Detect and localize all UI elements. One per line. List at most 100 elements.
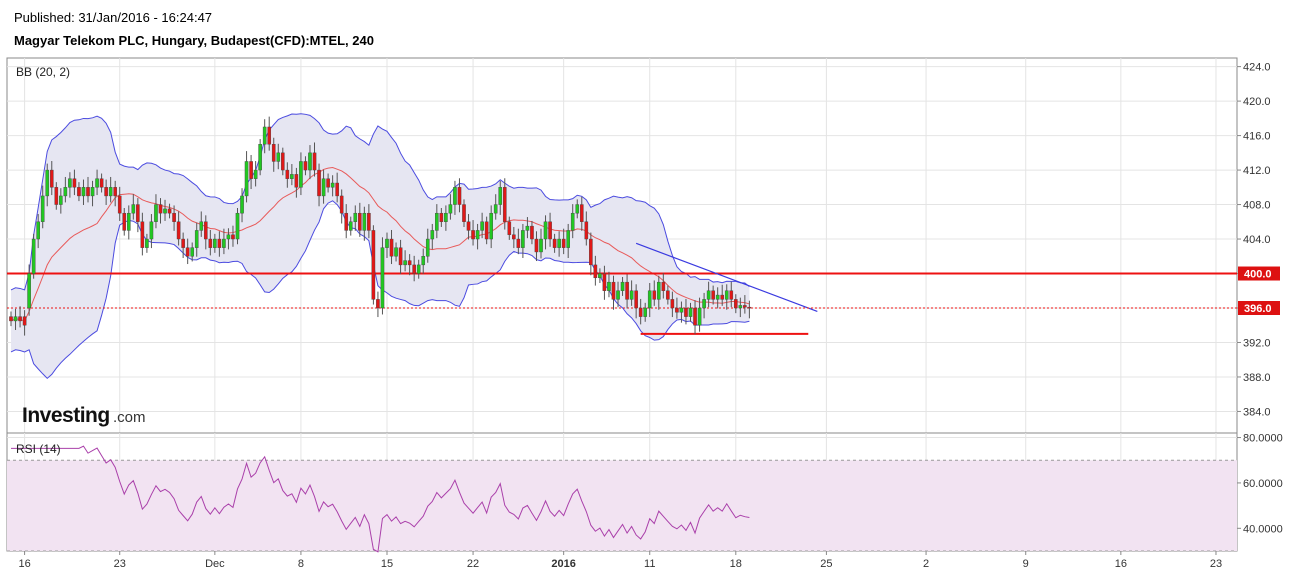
candle-body [303, 161, 308, 171]
candle-body [724, 290, 729, 300]
price-y-tick-label: 392.0 [1243, 337, 1271, 349]
candle [679, 301, 684, 323]
x-tick-label: 8 [298, 558, 304, 570]
candle-body [299, 161, 303, 188]
bb-upper-band [10, 113, 750, 291]
candle [122, 208, 127, 236]
candle [743, 295, 747, 314]
candle [235, 208, 240, 245]
candle-body [40, 195, 45, 222]
candle-body [194, 230, 199, 248]
candle-body [262, 126, 267, 145]
x-tick-label: 23 [1210, 558, 1222, 570]
candle-body [679, 307, 684, 313]
x-tick-label: 23 [114, 558, 126, 570]
candle-body [113, 187, 117, 197]
candle [22, 310, 27, 336]
rsi-indicator-label: RSI (14) [16, 442, 61, 456]
candle-body [181, 238, 185, 248]
candle [339, 189, 344, 224]
bb-band-fill [11, 113, 750, 379]
candle-body [18, 316, 22, 322]
candle-body [638, 307, 643, 317]
candle-body [249, 161, 253, 179]
candle-body [720, 294, 725, 300]
candle-body [68, 178, 72, 188]
candle [539, 228, 543, 259]
candle-body [77, 187, 81, 197]
candle-body [22, 316, 27, 326]
candle-body [271, 144, 276, 162]
candle [666, 285, 670, 305]
candle-body [9, 316, 13, 322]
candle [548, 212, 552, 247]
candle-body [634, 290, 638, 309]
candle-body [226, 234, 231, 240]
candle [117, 186, 122, 221]
candle [240, 188, 244, 223]
candle-body [376, 299, 380, 309]
rsi-band [7, 459, 1237, 552]
candle-body [747, 306, 752, 309]
candle [18, 306, 22, 328]
candle-body [661, 281, 666, 291]
candle-body [45, 169, 50, 197]
candle-body [335, 182, 339, 197]
candle-body [213, 238, 217, 248]
candle [398, 239, 403, 274]
candle [389, 229, 394, 265]
candle [570, 204, 575, 239]
candle-body [240, 195, 244, 214]
candle [480, 212, 484, 239]
candle [199, 211, 204, 237]
candle-body [339, 195, 344, 214]
candle-body [367, 212, 371, 231]
candle-body [557, 238, 561, 248]
candle-body [344, 212, 349, 231]
candle [262, 119, 267, 154]
candle [353, 205, 358, 231]
candle [462, 199, 466, 227]
candle-body [502, 187, 507, 222]
candle [244, 151, 249, 203]
candle [86, 176, 90, 203]
candle [706, 281, 711, 308]
candle-body [607, 281, 611, 291]
candle-body [711, 290, 715, 300]
candle-body [525, 225, 530, 231]
x-tick-label: Dec [205, 558, 225, 570]
candle-body [693, 307, 697, 326]
rsi-y-tick-label: 60.0000 [1243, 478, 1283, 490]
candle-body [63, 187, 68, 197]
rsi-panel[interactable]: 40.0000 60.0000 80.0000 RSI (14) [6, 432, 1297, 553]
candle-body [629, 290, 634, 300]
candle [724, 284, 729, 310]
candle [167, 203, 172, 219]
candle-body [117, 195, 122, 214]
candle [59, 188, 63, 214]
candle [31, 233, 36, 279]
candle [108, 176, 113, 203]
candle-body [579, 204, 584, 222]
candle-body [222, 238, 226, 248]
candle-body [570, 212, 575, 231]
candle-body [493, 204, 498, 214]
horizontal-lines [7, 242, 1237, 335]
candle-body [403, 260, 407, 266]
candle-body [317, 169, 321, 197]
candle [516, 228, 521, 255]
x-tick-label: 22 [467, 558, 479, 570]
resistance-price-tag: 400.0 [1244, 269, 1272, 281]
candle [697, 297, 702, 332]
candle [493, 194, 498, 220]
candle-body [136, 204, 140, 222]
x-tick-label: 9 [1023, 558, 1029, 570]
candle-body [348, 221, 353, 231]
candle-body [104, 187, 108, 197]
rsi-y-tick-label: 40.0000 [1243, 523, 1283, 535]
candle [312, 142, 317, 177]
candle-body [330, 182, 335, 188]
candle [113, 180, 117, 207]
candle [330, 175, 335, 197]
price-panel[interactable]: 384.0 388.0 392.0 396.0 400.0 404.0 408.0 412.0… [6, 57, 1297, 434]
